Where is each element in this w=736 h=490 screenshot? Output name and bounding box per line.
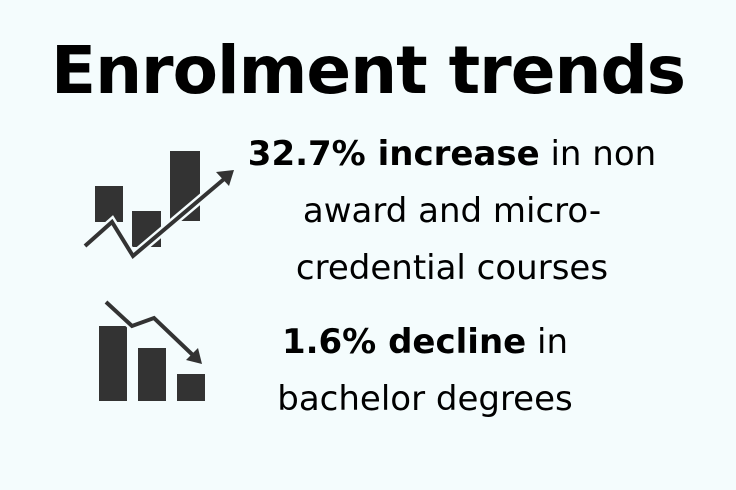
icon-arrow-head (186, 348, 202, 364)
icon-bar (99, 326, 127, 401)
icon-bar (138, 348, 166, 401)
stat-line: award and micro- (302, 191, 602, 231)
icon-arrow-line (83, 172, 232, 260)
stat-decline: 1.6% decline in bachelor degrees (240, 314, 610, 428)
stat-line: 32.7% increase in non (232, 126, 672, 183)
stat-text: in non (539, 134, 657, 174)
icon-bar (177, 374, 205, 401)
stat-highlight: 1.6% decline (281, 322, 527, 362)
stat-highlight: 32.7% increase (247, 134, 540, 174)
stat-line: credential courses (295, 248, 609, 288)
stat-increase: 32.7% increase in non award and micro- c… (232, 126, 672, 297)
icon-bar (95, 186, 123, 222)
bar-chart-up-arrow-icon (78, 142, 238, 266)
stat-line: 1.6% decline in (240, 314, 610, 371)
stat-line: bachelor degrees (277, 379, 573, 419)
bar-chart-down-arrow-icon (96, 296, 208, 404)
page-title: Enrolment trends (50, 32, 686, 109)
icon-arrow-head (216, 170, 234, 186)
icon-arrow-line (104, 300, 200, 362)
stat-text: in (526, 322, 569, 362)
